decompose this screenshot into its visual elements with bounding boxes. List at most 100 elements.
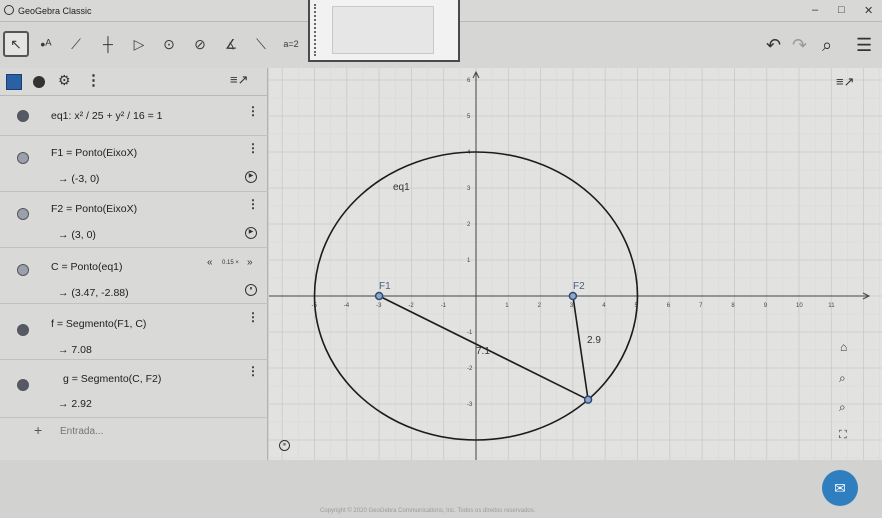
- row-value: → 2.92: [58, 398, 92, 410]
- x-tick-label: 11: [828, 303, 835, 309]
- row-menu-icon[interactable]: ⋮: [247, 104, 259, 118]
- zoom-in-icon[interactable]: ⌕: [839, 371, 846, 385]
- close-button[interactable]: ✕: [864, 5, 874, 17]
- slider-tool-icon: a=2: [283, 39, 299, 49]
- move-tool[interactable]: ↖: [3, 31, 29, 57]
- axes: [269, 70, 871, 460]
- window-title: GeoGebra Classic: [18, 6, 92, 16]
- point-f1[interactable]: [374, 291, 384, 301]
- play-icon[interactable]: ▶: [245, 171, 257, 183]
- visibility-toggle[interactable]: [17, 110, 29, 122]
- point-tool[interactable]: •ᴬ: [33, 31, 59, 57]
- algebra-row-eq1[interactable]: eq1: x² / 25 + y² / 16 = 1 ⋮: [0, 96, 268, 136]
- perpendicular-tool[interactable]: ┼: [95, 31, 121, 57]
- angle-tool[interactable]: ∡: [218, 31, 244, 57]
- y-tick-label: 3: [467, 186, 471, 192]
- search-button[interactable]: ⌕: [822, 35, 833, 55]
- segment-g[interactable]: [572, 295, 589, 400]
- y-tick-label: 6: [467, 78, 471, 84]
- algebra-row-f1[interactable]: F1 = Ponto(EixoX) → (-3, 0) ⋮ ▶: [0, 136, 268, 192]
- conic-tool[interactable]: ⊘: [187, 31, 213, 57]
- grid: [269, 68, 882, 460]
- line-tool[interactable]: ⟋: [63, 31, 89, 57]
- graphics-view-icon[interactable]: [33, 76, 45, 88]
- undo-button[interactable]: ↶: [766, 35, 782, 55]
- redo-button[interactable]: ↷: [792, 35, 808, 55]
- polygon-tool[interactable]: ▷: [126, 31, 152, 57]
- y-tick-label: 5: [467, 114, 471, 120]
- row-menu-icon[interactable]: ⋮: [247, 141, 259, 155]
- sort-icon[interactable]: ≡↗: [230, 72, 249, 87]
- y-tick-label: -2: [467, 366, 473, 372]
- speed-up-icon[interactable]: »: [247, 257, 253, 268]
- zoom-out-icon[interactable]: ⌕: [839, 400, 846, 414]
- main-menu-button[interactable]: ☰: [856, 35, 873, 55]
- overlay-window-content: [332, 6, 434, 54]
- play-icon[interactable]: ▶: [245, 227, 257, 239]
- x-axis-arrow: [862, 292, 871, 300]
- visibility-toggle[interactable]: [17, 324, 29, 336]
- geogebra-logo-icon: [4, 5, 14, 15]
- row-menu-icon[interactable]: ⋮: [247, 197, 259, 211]
- conic-tool-icon: ⊘: [194, 35, 206, 52]
- point-f2[interactable]: [568, 291, 578, 301]
- algebra-view-icon[interactable]: [6, 74, 22, 90]
- input-field[interactable]: [60, 424, 210, 438]
- home-icon[interactable]: ⌂: [840, 340, 848, 354]
- row-value: → (3.47, -2.88): [58, 287, 129, 299]
- maximize-button[interactable]: □: [838, 4, 845, 16]
- circle-tool[interactable]: ⊙: [156, 31, 182, 57]
- algebra-row-f[interactable]: f = Segmento(F1, C) → 7.08 ⋮: [0, 304, 268, 360]
- row-definition: C = Ponto(eq1): [51, 261, 123, 273]
- x-tick-label: 3: [570, 303, 574, 309]
- algebra-row-f2[interactable]: F2 = Ponto(EixoX) → (3, 0) ⋮ ▶: [0, 192, 268, 248]
- row-value: → (-3, 0): [58, 173, 100, 185]
- visibility-toggle[interactable]: [17, 152, 29, 164]
- chat-button[interactable]: ✉: [822, 470, 858, 506]
- overlay-window[interactable]: [308, 0, 460, 62]
- algebra-row-c[interactable]: C = Ponto(eq1) → (3.47, -2.88) « 0.15 × …: [0, 248, 268, 304]
- copyright-text: Copyright © 2020 GeoGebra Communications…: [320, 508, 536, 514]
- point-c[interactable]: [583, 395, 593, 404]
- row-menu-icon[interactable]: ⋮: [247, 364, 259, 378]
- x-tick-label: 1: [505, 303, 509, 309]
- drag-handle[interactable]: [314, 4, 318, 56]
- input-bar[interactable]: +: [20, 418, 268, 444]
- visibility-toggle[interactable]: [17, 264, 29, 276]
- x-tick-label: 6: [667, 303, 671, 309]
- pause-icon[interactable]: ⏸: [245, 284, 257, 296]
- row-definition: F1 = Ponto(EixoX): [51, 147, 138, 159]
- algebra-more-icon[interactable]: ⋮: [86, 72, 101, 89]
- x-tick-label: -1: [441, 303, 447, 309]
- row-value: → (3, 0): [58, 229, 96, 241]
- settings-gear-icon[interactable]: ⚙: [58, 72, 71, 88]
- label-f2: F2: [573, 281, 585, 292]
- y-tick-label: 1: [467, 258, 471, 264]
- visibility-toggle[interactable]: [17, 208, 29, 220]
- segment-f[interactable]: [378, 295, 589, 401]
- ellipse-eq1[interactable]: [313, 151, 639, 441]
- minimize-button[interactable]: –: [812, 4, 819, 16]
- x-tick-label: 9: [764, 303, 768, 309]
- graphics-pause-icon[interactable]: ⏸: [279, 440, 290, 451]
- graphics-style-icon[interactable]: ≡↗: [836, 74, 855, 89]
- move-tool-icon: ↖: [10, 35, 22, 52]
- algebra-view: ⚙ ⋮ ≡↗ eq1: x² / 25 + y² / 16 = 1 ⋮ F1 =…: [0, 68, 268, 460]
- graphics-view[interactable]: -5 -4 -3 -2 -1 1 2 3 4 5 6 7 8 9 10 11 6 5 4 3 2 1 -1 -2 -3 eq1 …: [269, 68, 882, 460]
- label-f-value: 7.1: [476, 346, 490, 357]
- row-menu-icon[interactable]: ⋮: [247, 310, 259, 324]
- perpendicular-tool-icon: ┼: [103, 36, 113, 52]
- y-tick-label: -3: [467, 402, 473, 408]
- reflect-tool[interactable]: ⟍: [248, 31, 274, 57]
- slow-down-icon[interactable]: «: [207, 257, 213, 268]
- row-definition: eq1: x² / 25 + y² / 16 = 1: [51, 110, 163, 122]
- algebra-row-g[interactable]: g = Segmento(C, F2) → 2.92 ⋮: [0, 360, 268, 418]
- fullscreen-icon[interactable]: ⛶: [839, 429, 847, 441]
- add-icon[interactable]: +: [34, 422, 43, 438]
- point-tool-icon: •ᴬ: [40, 36, 52, 52]
- slider-tool[interactable]: a=2: [278, 31, 304, 57]
- visibility-toggle[interactable]: [17, 379, 29, 391]
